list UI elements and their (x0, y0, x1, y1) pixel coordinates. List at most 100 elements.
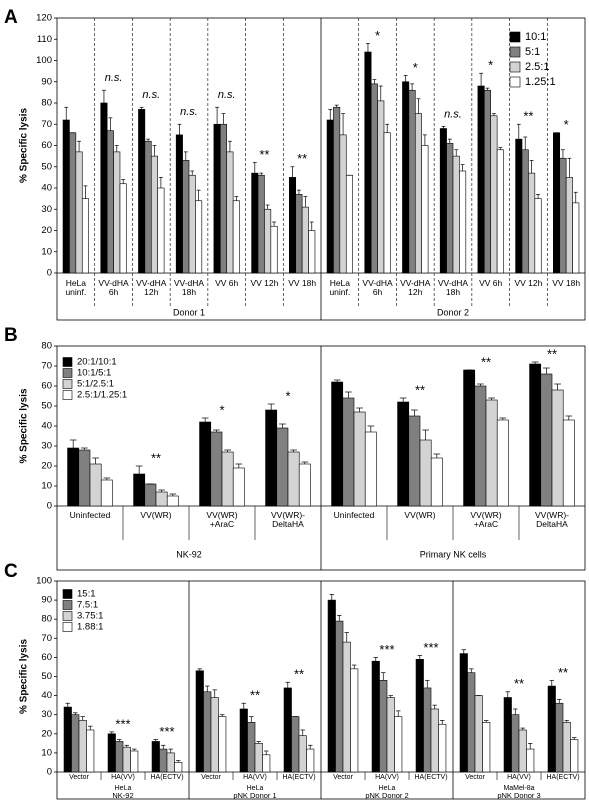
significance-label: * (564, 117, 569, 132)
x-tick-label: VV-dHA 18h (437, 278, 469, 298)
bar (518, 729, 527, 773)
error-bar (235, 463, 243, 468)
significance-label: ** (151, 450, 161, 465)
bar (553, 132, 561, 274)
group-label: pNK Donor 2 (365, 791, 408, 800)
y-tick-label: 50 (41, 671, 52, 682)
bar (175, 134, 183, 274)
x-tick-label: HA(ECTV) (282, 774, 316, 781)
legend-label: 5:1 (525, 46, 540, 58)
legend-swatch (62, 357, 73, 367)
error-bar (69, 439, 77, 448)
y-tick-label: 40 (41, 183, 52, 194)
bar (496, 419, 509, 507)
error-bar (385, 123, 390, 133)
bar (331, 381, 344, 507)
error-bar (175, 760, 181, 763)
x-tick-label: VV-dHA 6h (362, 278, 393, 298)
error-bar (403, 75, 408, 82)
y-tick-label: 80 (41, 98, 52, 109)
x-tick-label: HA(VV) (243, 774, 267, 781)
error-bar (279, 423, 286, 428)
bar (559, 157, 567, 274)
significance-label: *** (423, 640, 438, 655)
bar (239, 708, 248, 773)
bar (298, 463, 311, 507)
significance-label: ** (259, 147, 269, 162)
group-label: pNK Donor 3 (497, 791, 540, 800)
x-tick-label: VV 12h (250, 278, 279, 288)
error-bar (439, 720, 445, 725)
bar (144, 140, 152, 274)
y-axis-label: % Specific lysis (19, 639, 30, 714)
error-bar (121, 179, 126, 184)
error-bar (152, 145, 157, 157)
bar (133, 473, 146, 507)
x-tick-label: Vector (465, 774, 485, 781)
bar (232, 467, 245, 507)
error-bar (158, 489, 165, 492)
significance-label: ** (481, 354, 491, 369)
y-tick-label: 60 (41, 381, 52, 392)
x-tick-label: VV(WR)- DeltaHA (271, 510, 305, 530)
bar (477, 85, 485, 274)
bar (342, 641, 351, 773)
bar (421, 145, 429, 274)
bar (195, 200, 203, 274)
bar (474, 695, 483, 773)
y-tick-label: 120 (36, 13, 52, 24)
cell-line-label: HeLa (115, 785, 132, 792)
bar (474, 385, 487, 507)
error-bar (531, 361, 539, 364)
x-tick-label: HA(VV) (507, 774, 531, 781)
bar (402, 81, 410, 274)
error-bar (441, 126, 446, 129)
bar (122, 746, 131, 773)
significance-label: * (413, 60, 418, 75)
y-tick-label: 80 (41, 614, 52, 625)
x-tick-label: Uninfected (69, 510, 111, 520)
bar (247, 722, 256, 773)
bar (345, 174, 353, 274)
bar (295, 194, 303, 274)
error-bar (196, 189, 201, 201)
legend-label: 5:1/2.5:1 (77, 379, 114, 390)
error-bar (411, 409, 418, 416)
bar (251, 172, 259, 274)
error-bar (416, 98, 421, 114)
error-bar (168, 748, 173, 753)
error-bar (139, 106, 144, 110)
error-bar (329, 594, 335, 601)
x-tick-label: HA(VV) (375, 774, 399, 781)
error-bar (367, 425, 375, 432)
error-bar (92, 457, 99, 464)
bar (327, 599, 336, 773)
bar (496, 149, 504, 274)
bar (86, 729, 95, 773)
x-tick-label: HA(ECTV) (150, 774, 184, 781)
y-tick-label: 100 (36, 576, 52, 587)
error-bar (523, 136, 528, 150)
error-bar (285, 681, 291, 688)
bar (467, 672, 476, 773)
bar (298, 735, 307, 773)
error-bar (224, 449, 231, 452)
error-bar (259, 172, 264, 176)
legend-swatch (62, 390, 73, 400)
error-bar (153, 739, 159, 742)
bar (565, 177, 573, 274)
error-bar (454, 149, 459, 157)
error-bar (169, 493, 177, 496)
error-bar (272, 221, 276, 227)
y-tick-label: 80 (41, 341, 52, 352)
error-bar (80, 716, 85, 721)
error-bar (388, 695, 393, 698)
bar (528, 172, 536, 274)
bar (515, 138, 523, 274)
y-tick-label: 40 (41, 421, 52, 432)
x-tick-label: VV-dHA 12h (136, 278, 167, 298)
bar (371, 660, 380, 773)
bar (370, 83, 378, 274)
bar (264, 208, 272, 274)
significance-label: n.s. (105, 72, 123, 84)
